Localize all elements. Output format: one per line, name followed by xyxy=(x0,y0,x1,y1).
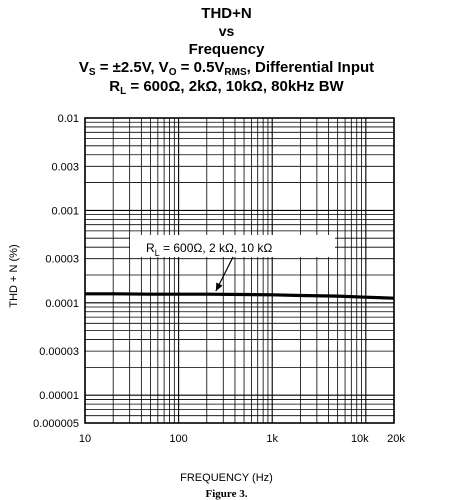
y-tick-label: 0.00001 xyxy=(39,390,79,402)
major-grid xyxy=(85,118,394,423)
y-tick-label: 0.001 xyxy=(51,205,79,217)
y-tick-label: 0.0003 xyxy=(45,254,79,266)
series-layer xyxy=(85,294,394,299)
x-tick-label: 20k xyxy=(387,433,405,445)
x-tick-label: 1k xyxy=(266,433,278,445)
y-tick-label: 0.0001 xyxy=(45,298,79,310)
x-tick-label: 10 xyxy=(79,433,91,445)
annotation-label-part: = 600Ω, 2 kΩ, 10 kΩ xyxy=(160,241,273,255)
y-tick-label: 0.01 xyxy=(58,113,79,125)
x-axis-label: FREQUENCY (Hz) xyxy=(0,472,453,484)
y-axis-label: THD + N (%) xyxy=(8,244,20,307)
figure-caption: Figure 3. xyxy=(0,488,453,500)
minor-grid xyxy=(85,118,394,423)
annotation-layer: RL = 600Ω, 2 kΩ, 10 kΩ xyxy=(130,235,335,291)
x-tick-label: 10k xyxy=(351,433,369,445)
annotation-label-part: R xyxy=(146,241,155,255)
y-tick-label: 0.00003 xyxy=(39,346,79,358)
x-tick-label: 100 xyxy=(169,433,187,445)
y-tick-label: 0.003 xyxy=(51,161,79,173)
plot-frame xyxy=(85,118,394,423)
series-line-0 xyxy=(85,294,394,298)
y-tick-label: 0.000005 xyxy=(33,418,79,430)
